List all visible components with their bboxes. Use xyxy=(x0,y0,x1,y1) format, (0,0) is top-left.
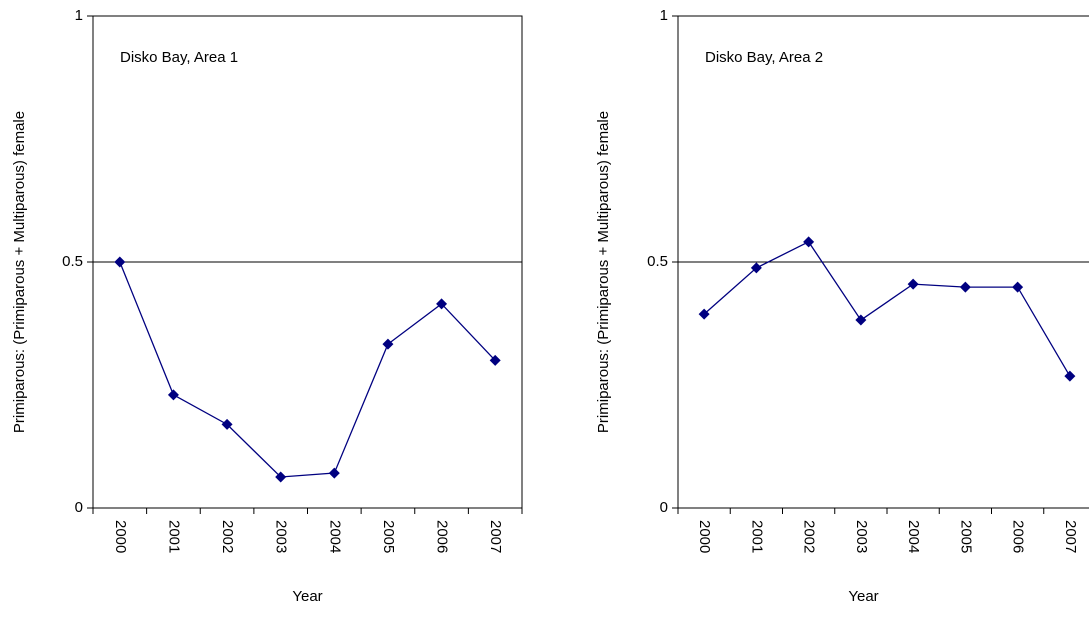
marker xyxy=(382,338,394,350)
annotation: Disko Bay, Area 2 xyxy=(705,49,823,66)
y-tick-label: 0 xyxy=(75,499,83,516)
x-tick-label: 2003 xyxy=(853,520,870,553)
x-tick-label: 2001 xyxy=(165,520,182,553)
x-tick-label: 2005 xyxy=(380,520,397,553)
series-line xyxy=(703,240,1071,377)
marker xyxy=(855,314,867,326)
x-tick-label: 2000 xyxy=(112,520,129,553)
y-axis-label: Primiparous: (Primiparous + Multiparous)… xyxy=(595,111,612,433)
x-axis-label: Year xyxy=(848,588,878,605)
marker xyxy=(436,298,448,310)
x-tick-label: 2007 xyxy=(1062,520,1079,553)
marker xyxy=(114,256,126,268)
x-axis-label: Year xyxy=(292,588,322,605)
y-tick-label: 0.5 xyxy=(62,253,83,270)
y-axis-label: Primiparous: (Primiparous + Multiparous)… xyxy=(11,111,28,433)
marker xyxy=(907,278,919,290)
x-tick-label: 2006 xyxy=(434,520,451,553)
x-tick-label: 2001 xyxy=(748,520,765,553)
x-tick-label: 2002 xyxy=(219,520,236,553)
marker xyxy=(328,467,340,479)
x-tick-label: 2004 xyxy=(326,520,343,553)
marker xyxy=(803,236,815,248)
marker xyxy=(167,389,179,401)
y-tick-label: 1 xyxy=(75,7,83,24)
x-tick-label: 2006 xyxy=(1010,520,1027,553)
x-tick-label: 2005 xyxy=(957,520,974,553)
series-line xyxy=(119,261,496,478)
marker xyxy=(489,354,501,366)
x-tick-label: 2000 xyxy=(696,520,713,553)
y-tick-label: 0 xyxy=(660,499,668,516)
y-tick-label: 0.5 xyxy=(647,253,668,270)
marker xyxy=(221,418,233,430)
marker xyxy=(750,262,762,274)
marker xyxy=(1012,281,1024,293)
x-tick-label: 2004 xyxy=(905,520,922,553)
y-tick-label: 1 xyxy=(660,7,668,24)
marker xyxy=(1064,370,1076,382)
marker xyxy=(275,471,287,483)
x-tick-label: 2007 xyxy=(487,520,504,553)
x-tick-label: 2003 xyxy=(273,520,290,553)
x-tick-label: 2002 xyxy=(801,520,818,553)
annotation: Disko Bay, Area 1 xyxy=(120,49,238,66)
marker xyxy=(698,308,710,320)
marker xyxy=(959,281,971,293)
